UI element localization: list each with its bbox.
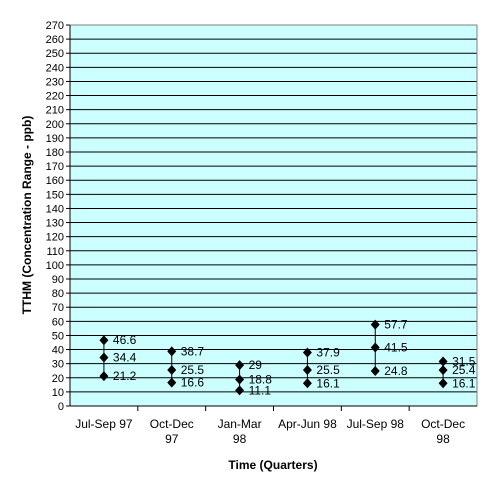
plot-area xyxy=(70,25,477,406)
y-tick-label: 120 xyxy=(46,232,64,244)
y-tick-label: 40 xyxy=(52,345,64,357)
data-point xyxy=(167,346,177,357)
y-tick-label: 110 xyxy=(46,246,64,258)
x-tick-label: Oct-Dec xyxy=(150,417,194,431)
data-point xyxy=(235,360,245,371)
data-point xyxy=(167,377,177,388)
data-label: 29 xyxy=(249,358,263,372)
y-tick-label: 0 xyxy=(58,401,64,413)
data-point xyxy=(235,374,245,385)
data-point xyxy=(370,366,380,377)
data-point xyxy=(438,356,448,367)
y-tick-label: 50 xyxy=(52,330,64,342)
data-point xyxy=(370,342,380,353)
y-tick-label: 180 xyxy=(46,147,64,159)
y-tick-label: 170 xyxy=(46,161,64,173)
data-label: 11.1 xyxy=(249,383,272,397)
x-tick-label: 98 xyxy=(436,432,450,446)
x-axis-title: Time (Quarters) xyxy=(228,458,317,472)
data-label: 25.5 xyxy=(316,363,340,377)
data-label: 24.8 xyxy=(384,364,408,378)
data-label: 25.4 xyxy=(452,363,476,377)
y-tick-label: 20 xyxy=(52,373,64,385)
data-marks: 46.634.421.238.725.516.62918.811.137.925… xyxy=(99,318,476,397)
data-point xyxy=(235,385,245,396)
y-tick-label: 220 xyxy=(46,91,64,103)
data-label: 46.6 xyxy=(113,333,137,347)
x-tick-label: Apr-Jun 98 xyxy=(278,417,337,431)
data-label: 41.5 xyxy=(384,340,408,354)
data-point xyxy=(99,335,109,346)
data-label: 21.2 xyxy=(113,369,137,383)
axes xyxy=(66,24,478,411)
x-tick-label: 97 xyxy=(165,432,179,446)
y-tick-label: 30 xyxy=(52,359,64,371)
data-label: 16.1 xyxy=(316,376,340,390)
y-tick-labels: 0 10 20 30 40 50 60 70 80 90 100 110 120 130 140 150 160… xyxy=(46,20,64,413)
data-label: 57.7 xyxy=(384,318,408,332)
y-tick-label: 10 xyxy=(52,387,64,399)
y-tick-label: 190 xyxy=(46,133,64,145)
y-tick-label: 240 xyxy=(46,62,64,74)
data-point xyxy=(302,378,312,389)
y-axis-title: TTHM (Concentration Range - ppb) xyxy=(20,116,34,315)
y-tick-label: 230 xyxy=(46,76,64,88)
data-label: 18.8 xyxy=(249,372,273,386)
data-label: 16.1 xyxy=(452,376,476,390)
y-tick-label: 210 xyxy=(46,105,64,117)
data-label: 31.5 xyxy=(452,355,476,369)
data-point xyxy=(99,371,109,382)
data-label: 16.6 xyxy=(181,376,205,390)
data-label: 38.7 xyxy=(181,344,205,358)
data-label: 37.9 xyxy=(316,346,340,360)
gridlines xyxy=(70,24,477,393)
y-tick-label: 80 xyxy=(52,288,64,300)
x-tick-label: Oct-Dec xyxy=(421,417,465,431)
y-tick-label: 140 xyxy=(46,203,64,215)
data-point xyxy=(370,319,380,330)
y-tick-label: 60 xyxy=(52,316,64,328)
data-point xyxy=(167,365,177,376)
x-tick-label: Jul-Sep 98 xyxy=(347,417,405,431)
data-point xyxy=(302,347,312,358)
y-tick-label: 70 xyxy=(52,302,64,314)
y-tick-label: 270 xyxy=(46,20,64,32)
y-tick-label: 250 xyxy=(46,48,64,60)
y-tick-label: 90 xyxy=(52,274,64,286)
data-point xyxy=(438,378,448,389)
y-tick-label: 160 xyxy=(46,175,64,187)
data-point xyxy=(438,365,448,376)
data-point xyxy=(99,352,109,363)
y-tick-label: 100 xyxy=(46,260,64,272)
data-label: 25.5 xyxy=(181,363,205,377)
data-label: 34.4 xyxy=(113,350,137,364)
y-tick-label: 130 xyxy=(46,218,64,230)
data-point xyxy=(302,365,312,376)
x-tick-label: Jul-Sep 97 xyxy=(75,417,133,431)
x-tick-label: Jan-Mar xyxy=(218,417,262,431)
y-tick-label: 200 xyxy=(46,119,64,131)
y-tick-label: 260 xyxy=(46,34,64,46)
y-tick-label: 150 xyxy=(46,189,64,201)
x-tick-label: 98 xyxy=(233,432,247,446)
